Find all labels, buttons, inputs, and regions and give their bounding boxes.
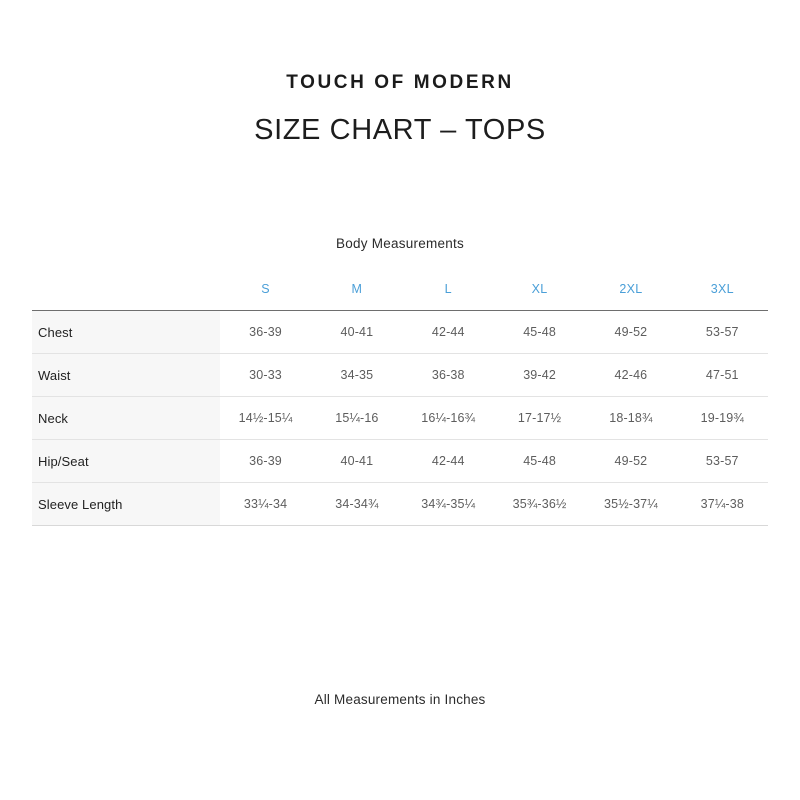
measurement-value: 36-38 <box>402 353 494 397</box>
measurement-value: 40-41 <box>311 310 403 354</box>
table-row: Waist 30-33 34-35 36-38 39-42 42-46 47-51 <box>32 353 768 397</box>
measurement-value: 42-44 <box>402 439 494 483</box>
brand-title: TOUCH OF MODERN <box>286 72 514 93</box>
measurement-value: 35¾-36½ <box>493 482 586 526</box>
measurement-value: 35½-37¼ <box>585 482 677 526</box>
measurement-value: 40-41 <box>311 439 403 483</box>
measurement-value: 36-39 <box>219 310 312 354</box>
measurement-label: Chest <box>32 310 220 354</box>
measurement-value: 42-44 <box>402 310 494 354</box>
measurement-value: 49-52 <box>585 439 677 483</box>
size-column-header: L <box>402 276 494 311</box>
measurement-value: 17-17½ <box>493 396 586 440</box>
measurement-label: Waist <box>32 353 220 397</box>
measurement-value: 53-57 <box>676 439 768 483</box>
measurement-value: 30-33 <box>219 353 312 397</box>
measurement-value: 42-46 <box>585 353 677 397</box>
measurement-value: 34-35 <box>311 353 403 397</box>
row-header-label <box>32 276 220 311</box>
section-caption: Body Measurements <box>335 236 465 251</box>
size-chart-table: S M L XL 2XL 3XL Chest 36-39 40-41 42-44 45-48 49-… <box>32 276 768 526</box>
size-column-header: 3XL <box>676 276 768 311</box>
size-chart-table-wrapper: S M L XL 2XL 3XL Chest 36-39 40-41 42-44 45-48 49-… <box>32 276 768 526</box>
measurement-value: 14½-15¼ <box>219 396 312 440</box>
table-header: S M L XL 2XL 3XL <box>32 276 768 311</box>
footer-note: All Measurements in Inches <box>314 692 486 707</box>
table-row: Chest 36-39 40-41 42-44 45-48 49-52 53-57 <box>32 310 768 354</box>
measurement-value: 37¼-38 <box>676 482 768 526</box>
measurement-value: 53-57 <box>676 310 768 354</box>
measurement-value: 49-52 <box>585 310 677 354</box>
table-row: Neck 14½-15¼ 15¼-16 16¼-16¾ 17-17½ 18-18¾ 19-1… <box>32 396 768 440</box>
table-row: Sleeve Length 33¼-34 34-34¾ 34¾-35¼ 35¾-36½ 3… <box>32 482 768 526</box>
measurement-value: 33¼-34 <box>219 482 312 526</box>
measurement-label: Hip/Seat <box>32 439 220 483</box>
measurement-label: Neck <box>32 396 220 440</box>
measurement-value: 34¾-35¼ <box>402 482 494 526</box>
size-column-header: XL <box>493 276 586 311</box>
table-row: Hip/Seat 36-39 40-41 42-44 45-48 49-52 53-57 <box>32 439 768 483</box>
measurement-label: Sleeve Length <box>32 482 220 526</box>
measurement-value: 45-48 <box>493 439 586 483</box>
measurement-value: 45-48 <box>493 310 586 354</box>
measurement-value: 36-39 <box>219 439 312 483</box>
measurement-value: 16¼-16¾ <box>402 396 494 440</box>
size-column-header: M <box>311 276 403 311</box>
size-column-header: S <box>219 276 312 311</box>
measurement-value: 15¼-16 <box>311 396 403 440</box>
measurement-value: 39-42 <box>493 353 586 397</box>
measurement-value: 34-34¾ <box>311 482 403 526</box>
measurement-value: 19-19¾ <box>676 396 768 440</box>
table-header-row: S M L XL 2XL 3XL <box>32 276 768 311</box>
measurement-value: 47-51 <box>676 353 768 397</box>
size-column-header: 2XL <box>585 276 677 311</box>
page-title: SIZE CHART – TOPS <box>254 114 546 146</box>
measurement-value: 18-18¾ <box>585 396 677 440</box>
table-body: Chest 36-39 40-41 42-44 45-48 49-52 53-57 Waist… <box>32 310 768 526</box>
